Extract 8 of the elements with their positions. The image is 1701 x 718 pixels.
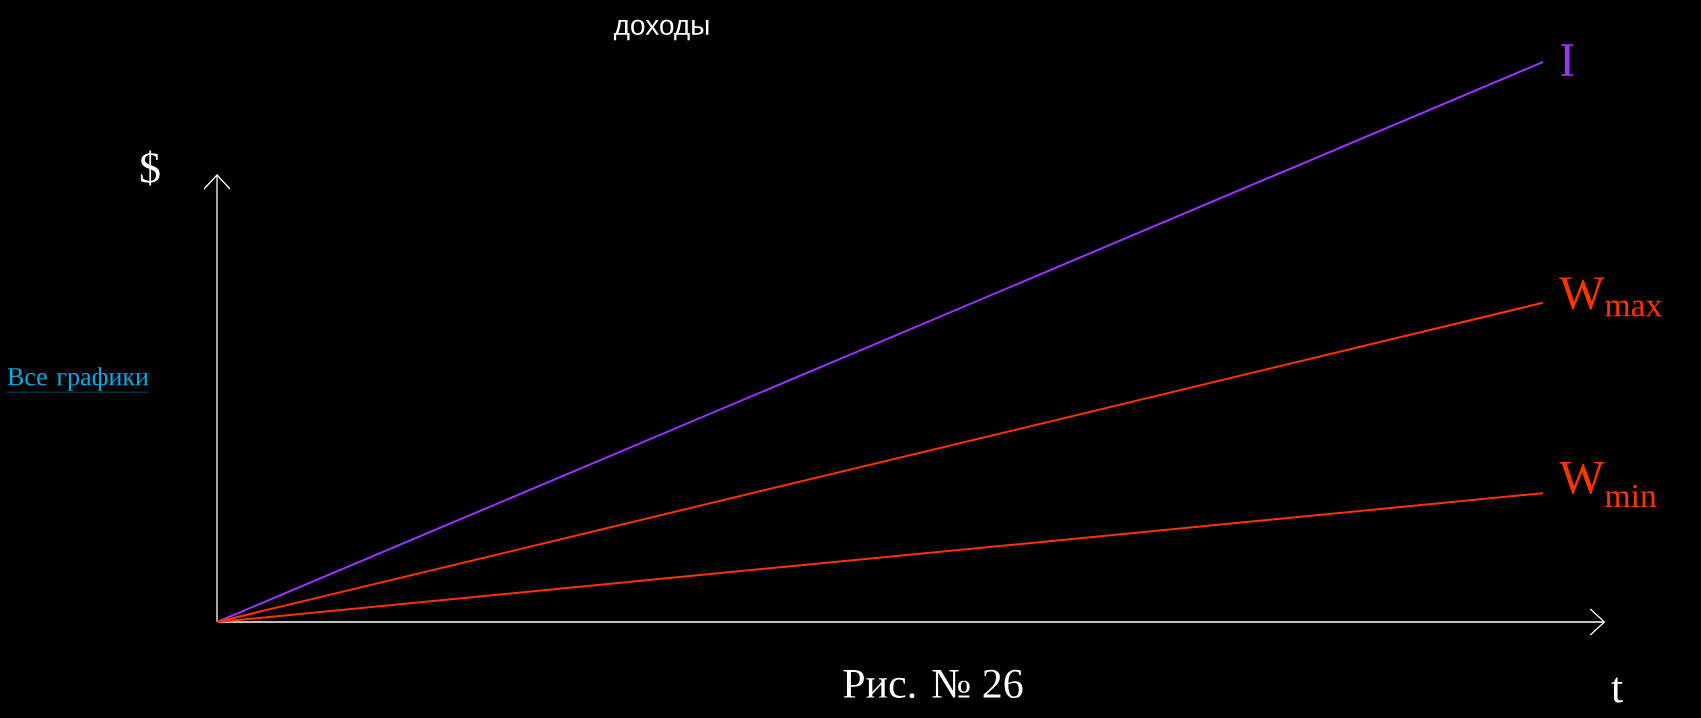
annotation: Все графики bbox=[7, 367, 149, 391]
y-axis-title: $ bbox=[140, 150, 160, 186]
text: Рис. № 26 bbox=[843, 669, 1023, 699]
series-label: W$_{max}$ bbox=[1559, 277, 1662, 317]
chart-title: доходы bbox=[613, 19, 709, 41]
x-axis-title: t bbox=[1611, 677, 1623, 703]
series-label: I bbox=[1560, 44, 1574, 76]
series-label: W$_{min}$ bbox=[1559, 461, 1657, 507]
